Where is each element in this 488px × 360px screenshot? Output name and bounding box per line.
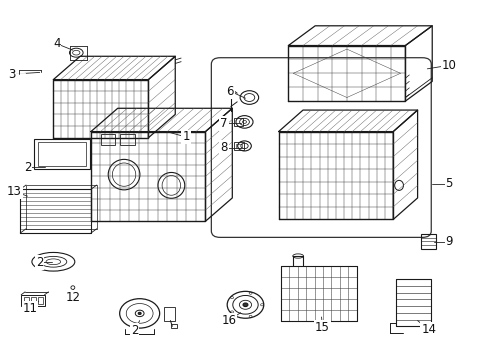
Text: 3: 3 xyxy=(8,68,15,81)
Bar xyxy=(233,118,242,126)
Text: 11: 11 xyxy=(22,302,38,315)
Text: 7: 7 xyxy=(220,117,227,130)
Text: 15: 15 xyxy=(314,320,329,333)
Text: 13: 13 xyxy=(7,185,22,198)
Text: 12: 12 xyxy=(65,291,80,304)
Bar xyxy=(101,134,115,145)
Text: 1: 1 xyxy=(182,130,189,144)
Bar xyxy=(171,324,177,328)
Text: 2: 2 xyxy=(24,161,31,174)
Bar xyxy=(38,297,42,304)
Text: 2: 2 xyxy=(36,256,43,269)
Ellipse shape xyxy=(138,312,141,315)
Text: 8: 8 xyxy=(220,141,227,154)
Bar xyxy=(31,297,36,304)
Bar xyxy=(120,134,135,145)
Bar xyxy=(233,142,243,149)
Text: 14: 14 xyxy=(421,323,435,336)
Ellipse shape xyxy=(243,303,247,307)
Text: 2: 2 xyxy=(131,324,138,337)
Text: 6: 6 xyxy=(225,85,233,98)
Text: 16: 16 xyxy=(221,314,236,327)
Bar xyxy=(24,297,29,304)
Bar xyxy=(163,307,174,320)
Bar xyxy=(420,234,435,249)
Bar xyxy=(34,139,90,168)
Text: 4: 4 xyxy=(53,37,61,50)
Text: 10: 10 xyxy=(441,59,456,72)
Text: 3: 3 xyxy=(8,68,15,81)
Bar xyxy=(21,295,44,306)
Bar xyxy=(235,144,241,148)
Text: 9: 9 xyxy=(445,235,452,248)
Bar xyxy=(38,142,86,166)
Text: 5: 5 xyxy=(445,177,452,190)
